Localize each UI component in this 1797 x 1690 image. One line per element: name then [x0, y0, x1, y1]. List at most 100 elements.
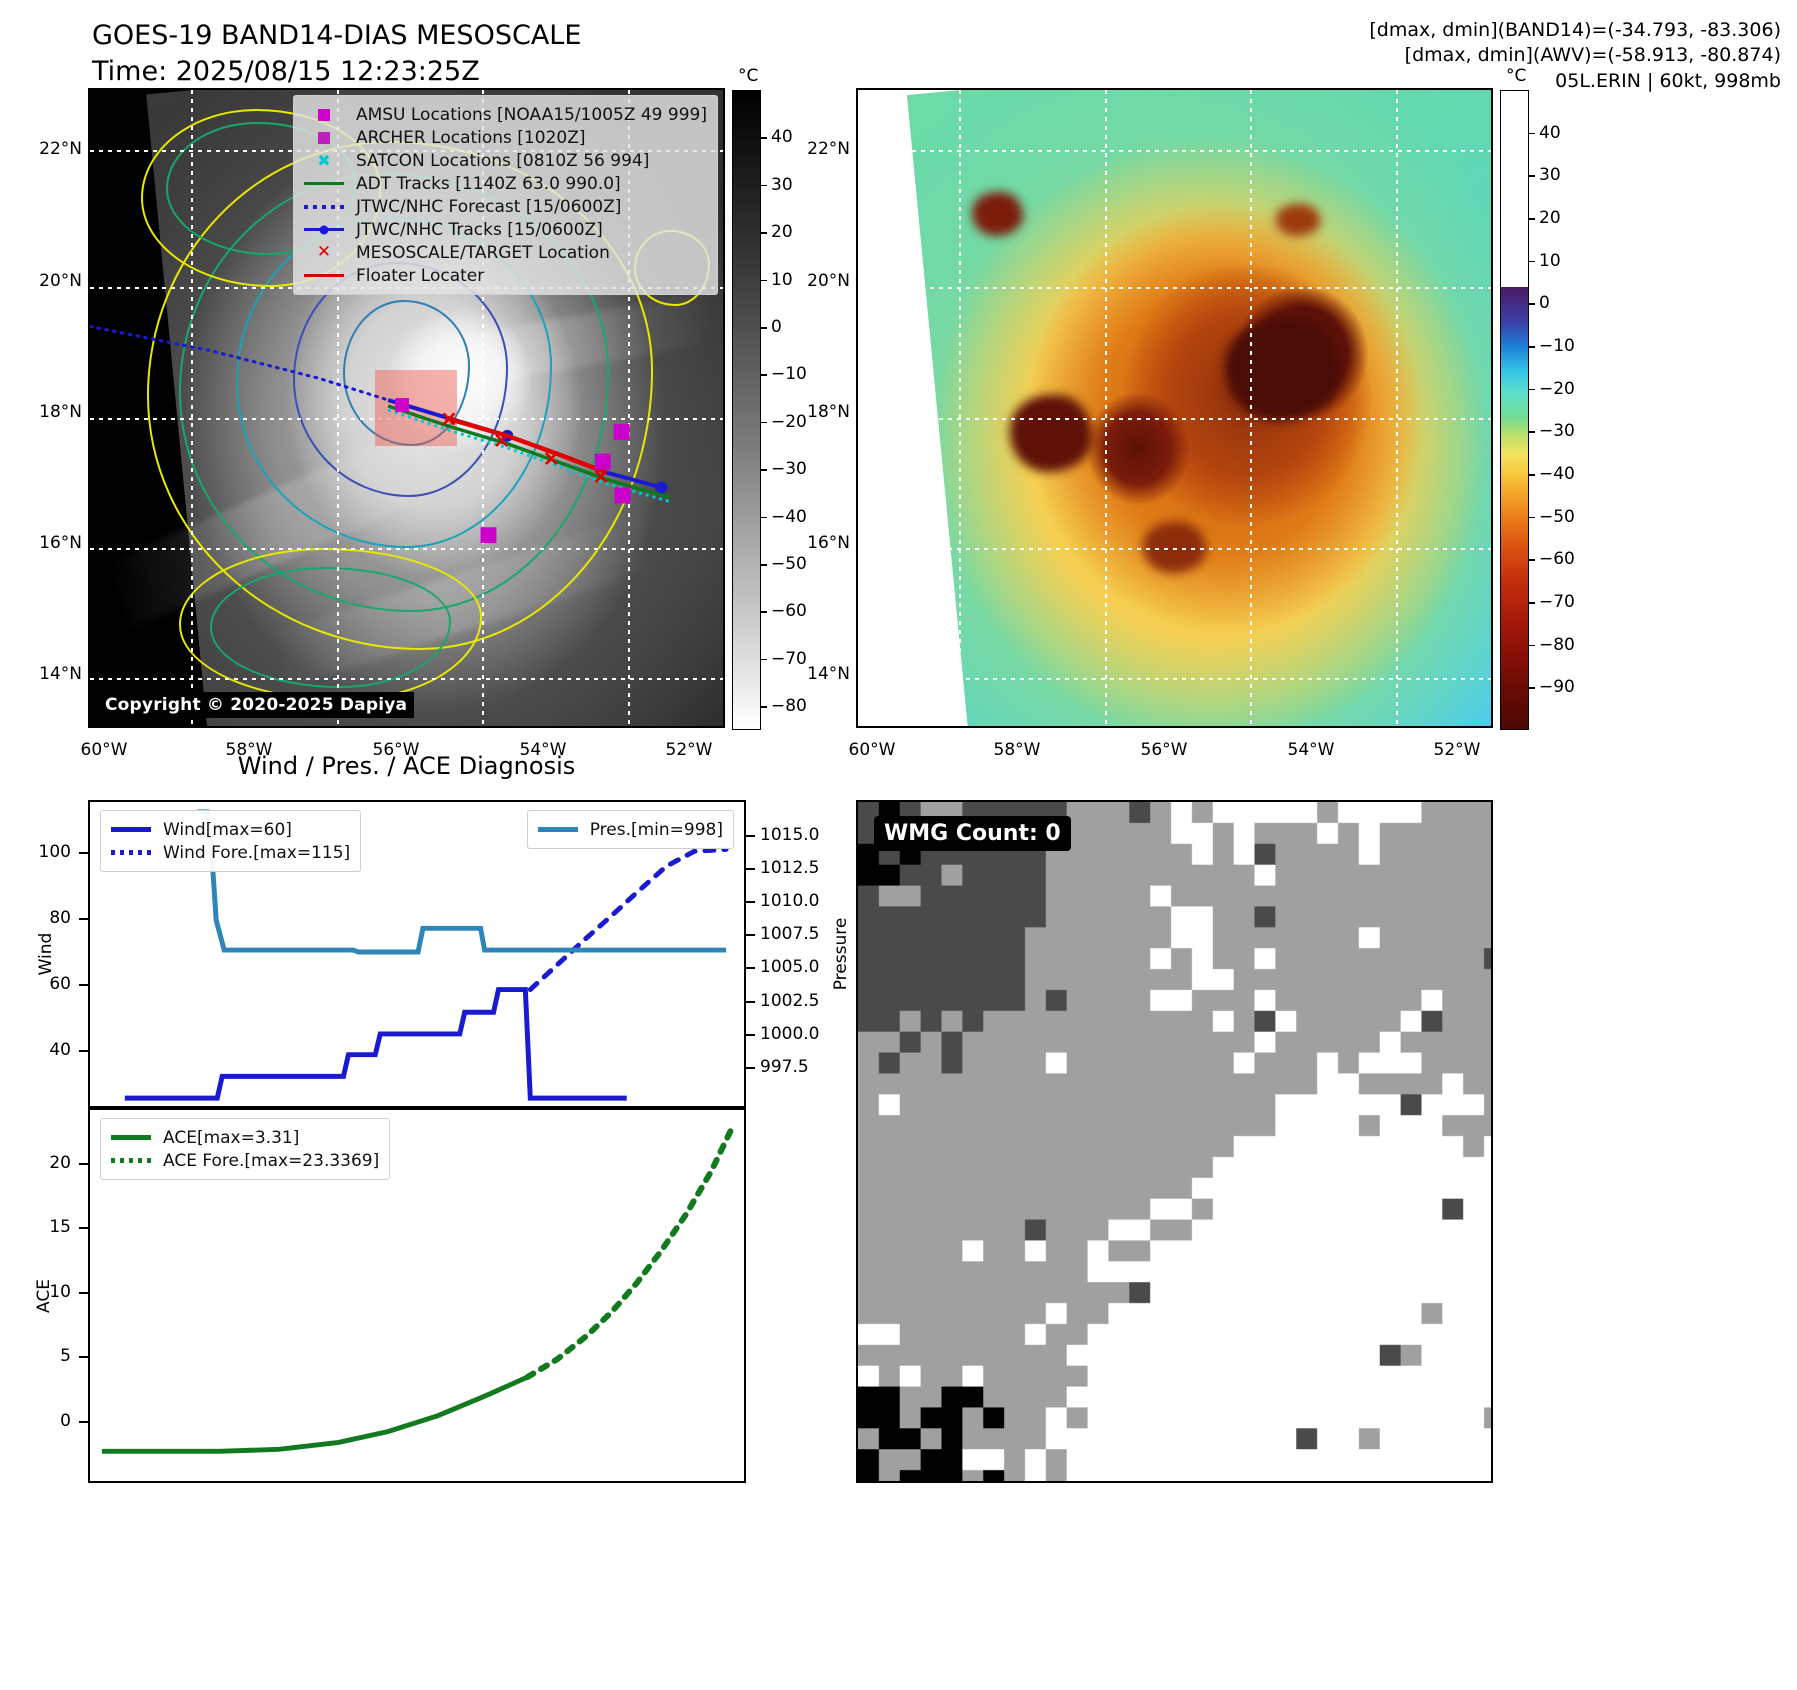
lon-tick-right-map: 52°W: [1433, 740, 1481, 760]
legend-label: ACE Fore.[max=23.3369]: [163, 1150, 380, 1171]
colorbar-tickmark: [761, 706, 767, 708]
colorbar-tickmark: [761, 232, 767, 234]
temperature-contour-green: [210, 567, 451, 688]
axis-tick-label: 1002.5: [760, 990, 820, 1011]
cold-cloud-top-blob: [1275, 204, 1321, 237]
colorbar-tickmark: [1529, 175, 1535, 177]
amsu-location-marker: [613, 423, 630, 440]
axis-tick-label: 80: [49, 907, 71, 928]
satellite-bd-image: [907, 90, 1491, 726]
axis-tickmark: [746, 934, 755, 937]
page-title: GOES-19 BAND14-DIAS MESOSCALE Time: 2025…: [92, 18, 581, 89]
legend-row: Pres.[min=998]: [536, 818, 723, 841]
axis-tickmark: [79, 1050, 88, 1053]
cold-cloud-top-blob: [1225, 318, 1340, 421]
colorbar-tickmark: [1529, 388, 1535, 391]
amsu-square-icon: [302, 107, 346, 123]
colorbar-tick-label: −70: [1539, 592, 1575, 612]
legend-row: AMSU Locations [NOAA15/1005Z 49 999]: [302, 103, 707, 126]
colorbar-tickmark: [1529, 431, 1535, 433]
legend-row: Wind Fore.[max=115]: [109, 841, 350, 864]
legend-row: ✖ SATCON Locations [0810Z 56 994]: [302, 149, 707, 172]
colorbar-tickmark: [1529, 687, 1535, 689]
legend-label: JTWC/NHC Forecast [15/0600Z]: [355, 196, 622, 217]
colorbar-tickmark: [761, 184, 767, 187]
map-gridline-vertical: [1396, 90, 1399, 726]
svg-text:×: ×: [542, 447, 560, 472]
map-gridline-vertical: [1104, 90, 1107, 726]
axis-tick-label: 1010.0: [760, 891, 820, 912]
legend-label: Wind Fore.[max=115]: [163, 842, 351, 863]
colorbar-tickmark: [761, 469, 767, 471]
adt-line-icon: [302, 176, 346, 192]
colorbar-tick-label: −60: [1539, 549, 1575, 570]
axis-tickmark: [79, 1162, 88, 1165]
colorbar-tickmark: [1529, 346, 1535, 348]
axis-tick-label: 0: [60, 1410, 71, 1431]
legend-label: Floater Locater: [355, 265, 485, 286]
colorbar-unit-right: °C: [1506, 66, 1527, 86]
axis-tick-label: 40: [49, 1040, 71, 1061]
wind-pressure-plot: [124, 809, 729, 1101]
wind-pressure-chart[interactable]: Wind[max=60] Wind Fore.[max=115] Pres.[m…: [88, 800, 746, 1108]
cold-cloud-top-blob: [1009, 395, 1093, 472]
colorbar-tick-label: −90: [1539, 677, 1575, 698]
ace-series-line: [101, 1374, 529, 1454]
legend-row: ADT Tracks [1140Z 63.0 990.0]: [302, 172, 707, 195]
map-gridline-vertical: [191, 90, 194, 726]
band14-grayscale-map[interactable]: × × × × AMSU Locations [NOAA15/1005Z 49 …: [88, 88, 725, 728]
lat-tick-left: 16°N: [39, 533, 82, 553]
legend-row: ✕ MESOSCALE/TARGET Location: [302, 241, 707, 264]
legend-row: Wind[max=60]: [109, 818, 350, 841]
axis-tickmark: [79, 917, 88, 920]
map-gridline-horizontal: [90, 547, 723, 550]
legend-row: Floater Locater: [302, 264, 707, 287]
map-gridline-horizontal: [90, 417, 723, 420]
dmax-dmin-awv: [dmax, dmin](AWV)=(-58.913, -80.874): [1404, 44, 1781, 67]
colorbar-unit-left: °C: [738, 66, 759, 86]
axis-tick-label: 15: [49, 1217, 71, 1238]
colorbar-tick-label: −70: [771, 648, 807, 669]
svg-text:×: ×: [440, 407, 458, 432]
wind-forecast-dotted-icon: [109, 845, 153, 861]
map-gridline-horizontal: [858, 150, 1491, 153]
dmax-dmin-band14: [dmax, dmin](BAND14)=(-34.793, -83.306): [1369, 19, 1781, 41]
legend-row: ACE Fore.[max=23.3369]: [109, 1149, 379, 1172]
ace-plot: [101, 1126, 735, 1454]
diagnosis-section-title: Wind / Pres. / ACE Diagnosis: [237, 752, 576, 780]
colorbar-tick-label: 40: [771, 127, 793, 148]
colorbar-tickmark: [761, 279, 767, 282]
storm-summary: 05L.ERIN | 60kt, 998mb: [1555, 69, 1781, 92]
colorbar-tickmark: [761, 374, 767, 376]
legend-row: ARCHER Locations [1020Z]: [302, 126, 707, 149]
archer-location-marker: [480, 527, 497, 544]
axis-tickmark: [79, 1356, 88, 1359]
ace-chart[interactable]: ACE[max=3.31] ACE Fore.[max=23.3369]: [88, 1108, 746, 1483]
lat-tick-left: 14°N: [39, 664, 82, 684]
lon-tick-bottom: 54°W: [519, 740, 567, 760]
floater-locater-line-icon: [302, 268, 346, 284]
awv-bd-enhanced-map[interactable]: [856, 88, 1493, 728]
title-line-2: Time: 2025/08/15 12:23:25Z: [92, 55, 480, 87]
axis-tickmark: [79, 1227, 88, 1230]
wmg-mask-panel[interactable]: WMG Count: 0: [856, 800, 1493, 1483]
legend-row: JTWC/NHC Tracks [15/0600Z]: [302, 218, 707, 241]
map-gridline-horizontal: [858, 287, 1491, 290]
lat-tick-left: 22°N: [39, 139, 82, 159]
map-gridline-vertical: [482, 90, 485, 726]
axis-tickmark: [79, 984, 88, 987]
axis-tickmark: [746, 868, 755, 871]
colorbar-tickmark: [1529, 132, 1535, 135]
legend-label: ARCHER Locations [1020Z]: [355, 127, 586, 148]
map-gridline-vertical: [628, 90, 631, 726]
wind-legend[interactable]: Wind[max=60] Wind Fore.[max=115]: [100, 810, 362, 872]
legend-label: Pres.[min=998]: [589, 819, 723, 840]
colorbar-tick-label: −20: [1539, 378, 1575, 399]
pressure-legend[interactable]: Pres.[min=998]: [526, 810, 734, 849]
jtwc-track-point: [655, 481, 668, 494]
map-legend[interactable]: AMSU Locations [NOAA15/1005Z 49 999] ARC…: [292, 95, 718, 295]
lon-tick-bottom: 52°W: [665, 740, 713, 760]
ace-legend[interactable]: ACE[max=3.31] ACE Fore.[max=23.3369]: [100, 1118, 391, 1180]
legend-label: SATCON Locations [0810Z 56 994]: [355, 150, 650, 171]
lon-tick-right-map: 54°W: [1287, 740, 1335, 760]
